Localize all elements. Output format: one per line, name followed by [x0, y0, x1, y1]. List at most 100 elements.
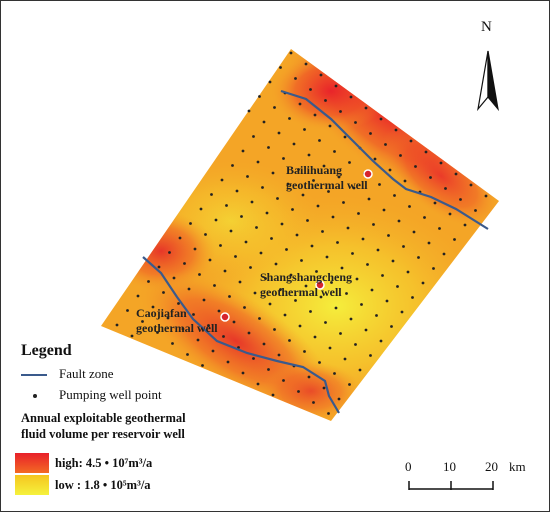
pumping-well-point: [292, 142, 296, 146]
pumping-well-point: [267, 368, 270, 371]
pumping-well-point: [273, 328, 276, 331]
pumping-well-point: [339, 332, 342, 335]
legend-title: Legend: [21, 342, 72, 359]
pumping-well-point: [322, 386, 326, 390]
pumping-well-point: [331, 215, 335, 219]
pumping-well-point: [349, 95, 353, 99]
pumping-well-point: [183, 262, 186, 265]
pumping-well-point: [322, 164, 326, 168]
pumping-well-point: [243, 306, 246, 309]
pumping-well-point: [414, 165, 417, 168]
pumping-well-point: [312, 401, 315, 404]
pumping-well-point: [283, 313, 287, 317]
pumping-well-point: [225, 204, 228, 207]
pumping-well-point: [378, 183, 381, 186]
pumping-well-point: [261, 186, 264, 189]
pumping-well-point: [280, 222, 284, 226]
pumping-well-point: [355, 277, 359, 281]
shangshangcheng-name: Shangshangcheng: [260, 270, 353, 284]
pumping-well-point: [373, 157, 377, 161]
pumping-well-point: [400, 310, 404, 314]
pumping-well-point: [265, 211, 269, 215]
fault-zone-line: [142, 256, 340, 414]
pumping-well-point: [262, 342, 266, 346]
pumping-well-point: [201, 364, 204, 367]
pumping-well-point: [453, 238, 456, 241]
pumping-well-point: [300, 259, 303, 262]
pumping-well-point: [297, 168, 300, 171]
pumping-well-point: [250, 200, 254, 204]
pumping-well-point: [231, 164, 234, 167]
pumping-well-point: [222, 335, 225, 338]
pumping-well-point: [291, 208, 294, 211]
pumping-well-point: [388, 168, 392, 172]
pumping-well-point: [285, 248, 288, 251]
pumping-well-point: [333, 150, 336, 153]
pumping-well-point: [439, 161, 443, 165]
pumping-well-point: [234, 255, 237, 258]
pumping-well-point: [210, 193, 213, 196]
scale-bar: [408, 481, 494, 490]
pumping-well-point: [327, 412, 330, 415]
pumping-well-point: [268, 302, 272, 306]
scale-tick-20: 20: [485, 459, 498, 474]
pumping-well-point: [334, 84, 338, 88]
pumping-well-point: [396, 285, 399, 288]
legend-fault-zone: Fault zone: [59, 366, 114, 381]
pumping-well-point: [181, 327, 185, 331]
pumping-well-point: [328, 124, 332, 128]
pumping-well-point: [367, 197, 371, 201]
caojiafan-well-label: Caojiafan geothermal well: [136, 306, 218, 336]
pumping-well-point: [379, 117, 383, 121]
pumping-well-point: [348, 383, 351, 386]
pumping-well-point: [393, 194, 396, 197]
pumping-well-point: [406, 270, 410, 274]
pumping-well-point: [424, 150, 428, 154]
pumping-well-point: [202, 298, 206, 302]
pumping-well-point: [288, 339, 291, 342]
pumping-well-point: [313, 335, 317, 339]
pumping-well-point: [333, 372, 336, 375]
pumping-well-point: [301, 193, 305, 197]
pumping-well-point: [157, 265, 161, 269]
pumping-well-point: [328, 346, 332, 350]
pumping-well-point: [259, 251, 263, 255]
pumping-well-point: [162, 291, 165, 294]
legend-low-swatch: [15, 475, 49, 495]
legend-high-label: high: 4.5 • 10⁷m³/a: [55, 456, 153, 470]
legend-high-swatch: [15, 453, 49, 473]
pumping-well-point: [178, 236, 182, 240]
pumping-well-point: [262, 120, 266, 124]
pumping-well-point: [147, 280, 150, 283]
pumping-well-point: [294, 77, 297, 80]
pumping-well-point: [337, 175, 341, 179]
pumping-well-point: [282, 157, 285, 160]
pumping-well-point: [348, 161, 351, 164]
pumping-well-point: [394, 128, 398, 132]
pumping-well-point: [336, 241, 339, 244]
north-arrow-icon: [477, 50, 499, 112]
pumping-well-point: [409, 139, 413, 143]
pumping-well-point: [252, 357, 255, 360]
pumping-well-point: [256, 382, 260, 386]
fault-zone-symbol: [21, 374, 47, 376]
pumping-well-point: [247, 331, 251, 335]
pumping-well-point: [412, 230, 416, 234]
caojiafan-type: geothermal well: [136, 321, 218, 335]
pumping-well-point: [189, 222, 192, 225]
pumping-well-point: [208, 258, 212, 262]
pumping-well-point: [334, 306, 338, 310]
pumping-well-point: [411, 296, 414, 299]
pumping-well-point: [340, 266, 344, 270]
pumping-well-point: [421, 281, 425, 285]
pumping-well-point: [229, 229, 233, 233]
scale-tick-0: 0: [405, 459, 412, 474]
pumping-well-point: [469, 183, 473, 187]
bailihuang-type: geothermal well: [286, 178, 368, 192]
pumping-well-point: [372, 223, 375, 226]
pumping-well-point: [397, 219, 401, 223]
pumping-well-point: [192, 313, 195, 316]
pumping-well-point: [214, 218, 218, 222]
pumping-well-point: [351, 252, 354, 255]
